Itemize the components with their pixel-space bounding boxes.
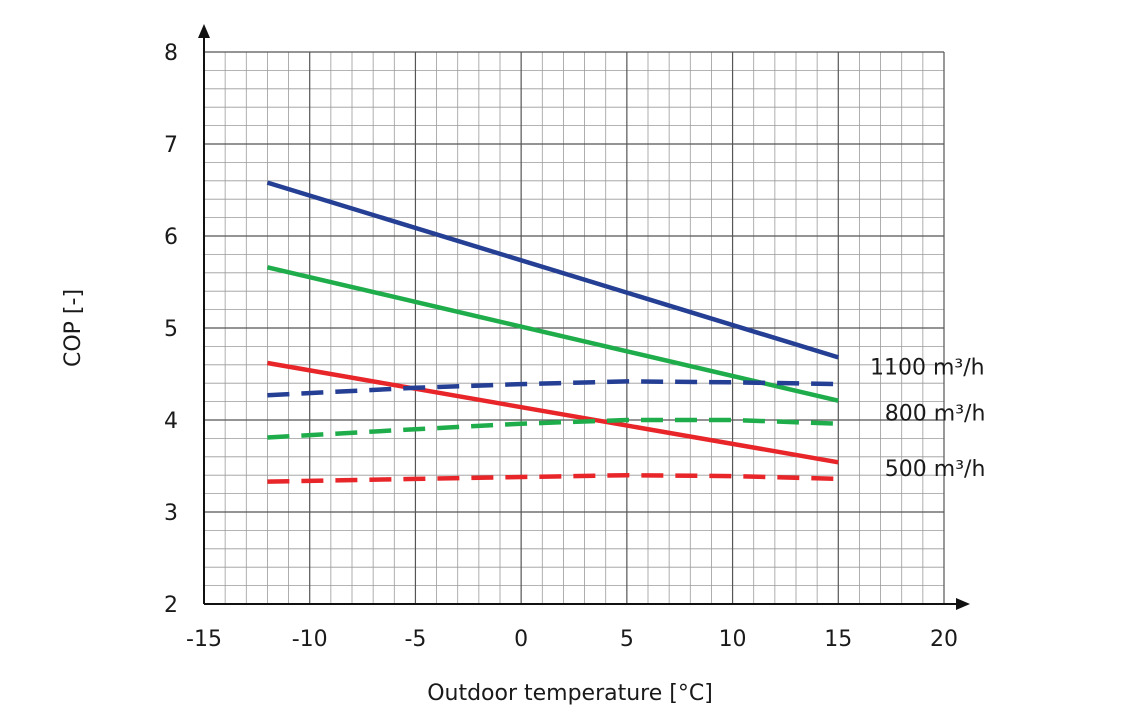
x-tick-label: -10 xyxy=(292,627,328,652)
series-annotation-0: 1100 m³/h xyxy=(870,356,985,381)
x-tick-labels: -15 -10 -5 0 5 10 15 20 xyxy=(186,627,958,652)
series-line-2 xyxy=(267,360,839,465)
x-tick-label: 0 xyxy=(514,627,528,652)
y-axis-label: COP [-] xyxy=(61,289,86,367)
y-tick-label: 2 xyxy=(164,593,178,618)
series-annotations: 1100 m³/h 800 m³/h 500 m³/h xyxy=(870,356,985,482)
x-tick-label: -15 xyxy=(186,627,222,652)
series-line-1 xyxy=(266,265,839,403)
series-annotation-1: 800 m³/h xyxy=(885,402,986,427)
y-tick-labels: 2 3 4 5 6 7 8 xyxy=(164,41,178,618)
series-line-3 xyxy=(267,379,839,398)
y-tick-label: 3 xyxy=(164,501,178,526)
x-axis-label: Outdoor temperature [°C] xyxy=(427,681,713,706)
axes xyxy=(198,24,970,610)
y-tick-label: 4 xyxy=(164,409,178,434)
x-tick-label: -5 xyxy=(404,627,426,652)
major-grid xyxy=(203,51,945,605)
y-axis-arrow xyxy=(198,24,210,38)
series-lines xyxy=(266,180,839,484)
series-line-0 xyxy=(266,180,839,360)
y-tick-label: 8 xyxy=(164,41,178,66)
y-tick-label: 7 xyxy=(164,133,178,158)
series-line-5 xyxy=(267,472,839,484)
y-tick-label: 5 xyxy=(164,317,178,342)
series-annotation-2: 500 m³/h xyxy=(885,457,986,482)
x-tick-label: 10 xyxy=(719,627,747,652)
y-tick-label: 6 xyxy=(164,225,178,250)
x-axis-arrow xyxy=(956,598,970,610)
x-tick-label: 20 xyxy=(930,627,958,652)
x-tick-label: 5 xyxy=(620,627,634,652)
series-line-4 xyxy=(267,417,839,440)
x-tick-label: 15 xyxy=(824,627,852,652)
